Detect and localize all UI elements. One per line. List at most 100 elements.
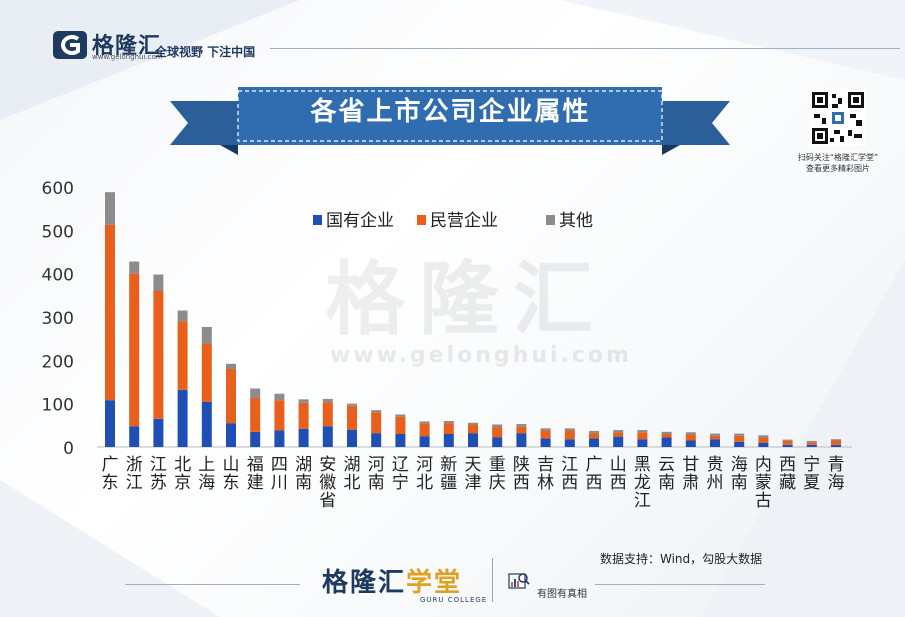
- legend-label: 国有企业: [326, 211, 394, 231]
- qr-caption-line2: 查看更多精彩图片: [806, 164, 870, 173]
- brand-name: 格隆汇: [92, 34, 162, 59]
- x-tick-label: 重庆: [489, 455, 506, 493]
- bar-segment: [758, 442, 769, 447]
- bar-segment: [516, 426, 527, 434]
- chart-title: 各省上市公司企业属性: [310, 97, 591, 127]
- bar-segment: [806, 444, 817, 447]
- bar-segment: [419, 436, 430, 447]
- footer-logo-main: 格隆汇: [322, 568, 407, 598]
- bar-segment: [613, 430, 624, 433]
- x-tick-label: 江苏: [150, 455, 167, 493]
- bar-segment: [782, 439, 793, 441]
- y-tick-label: 400: [42, 266, 74, 286]
- bar-segment: [129, 426, 140, 447]
- bar-segment: [589, 438, 599, 447]
- bar-segment: [758, 437, 769, 443]
- bar-segment: [831, 440, 841, 445]
- bar-segment: [322, 402, 333, 427]
- bar-segment: [782, 440, 793, 445]
- x-tick-label: 陕西: [513, 455, 530, 493]
- bar-segment: [468, 433, 478, 447]
- legend-swatch: [417, 215, 426, 225]
- bar-segment: [661, 431, 672, 434]
- bar-segment: [298, 402, 309, 429]
- bar-segment: [298, 428, 309, 447]
- x-tick-label: 广东: [102, 455, 119, 493]
- x-tick-label: 安徽省: [319, 455, 336, 511]
- bar-segment: [250, 398, 261, 432]
- footer-logo: 格隆汇学堂: [322, 562, 462, 599]
- x-tick-label: 内蒙古: [755, 455, 772, 511]
- legend-label: 其他: [559, 211, 593, 231]
- footer-logo-sub: GURU COLLEGE: [420, 596, 488, 604]
- bar-segment: [250, 388, 261, 399]
- x-tick-label: 宁夏: [803, 455, 820, 493]
- bar-segment: [564, 430, 575, 440]
- bar-segment: [685, 434, 696, 441]
- footer-vertical-divider: [492, 558, 493, 602]
- bar-segment: [371, 433, 382, 447]
- bar-segment: [637, 439, 648, 447]
- footer-tag: 有图有真相: [537, 589, 587, 600]
- bar-segment: [589, 430, 599, 434]
- legend-label: 民营企业: [430, 211, 498, 231]
- footer-divider-right: [595, 584, 765, 585]
- x-tick-label: 西藏: [779, 455, 796, 493]
- bar-segment: [637, 430, 648, 433]
- bar-segment: [177, 389, 188, 447]
- qr-caption-line1: 扫码关注“格隆汇学堂”: [797, 153, 879, 162]
- bar-segment: [201, 401, 212, 447]
- x-tick-label: 贵州: [707, 455, 724, 493]
- legend-swatch: [313, 215, 322, 225]
- brand-url: www.gelonghui.com: [92, 53, 163, 61]
- bar-segment: [468, 424, 478, 434]
- x-tick-label: 广西: [586, 455, 603, 493]
- bar-segment: [201, 326, 212, 344]
- bar-segment: [153, 291, 164, 419]
- bar-segment: [226, 363, 236, 369]
- x-tick-label: 甘肃: [682, 455, 699, 493]
- bar-segment: [371, 410, 382, 413]
- bar-segment: [347, 403, 357, 406]
- bar-segment: [831, 439, 841, 441]
- x-tick-label: 黑龙江: [634, 455, 651, 511]
- x-tick-label: 山东: [223, 455, 240, 493]
- bar-segment: [613, 436, 624, 447]
- bar-segment: [443, 434, 454, 447]
- bar-segment: [395, 434, 406, 447]
- y-tick-label: 500: [42, 222, 74, 242]
- brand-slogan: 全球视野 下注中国: [155, 45, 256, 59]
- bar-segment: [274, 400, 285, 431]
- x-tick-label: 河南: [368, 455, 385, 493]
- watermark-text: 格隆汇: [325, 253, 607, 346]
- title-ribbon: [170, 87, 730, 155]
- footer-logo-accent: 学堂: [406, 568, 463, 598]
- qr-caption: 扫码关注“格隆汇学堂” 查看更多精彩图片: [788, 152, 888, 174]
- bar-segment: [443, 421, 454, 424]
- bar-segment: [177, 321, 188, 390]
- bar-segment: [201, 343, 212, 402]
- bar-segment: [782, 444, 793, 447]
- bar-segment: [443, 423, 454, 434]
- bar-segment: [758, 435, 769, 438]
- bar-segment: [129, 273, 140, 427]
- x-tick-label: 上海: [198, 455, 215, 493]
- bar-segment: [419, 423, 430, 437]
- brand-logo-icon: [53, 31, 87, 59]
- bar-segment: [492, 427, 503, 438]
- x-tick-label: 云南: [658, 455, 675, 493]
- bar-segment: [685, 432, 696, 435]
- bar-segment: [105, 224, 115, 401]
- y-tick-label: 600: [42, 179, 74, 199]
- bar-segment: [710, 439, 720, 447]
- bar-segment: [492, 437, 503, 447]
- footer-divider-left: [125, 584, 300, 585]
- bar-segment: [710, 435, 720, 440]
- bar-segment: [322, 426, 333, 447]
- bar-segment: [298, 399, 309, 403]
- bar-segment: [613, 432, 624, 437]
- bar-segment: [274, 393, 285, 401]
- x-tick-label: 海南: [731, 455, 748, 493]
- y-tick-label: 0: [63, 439, 74, 459]
